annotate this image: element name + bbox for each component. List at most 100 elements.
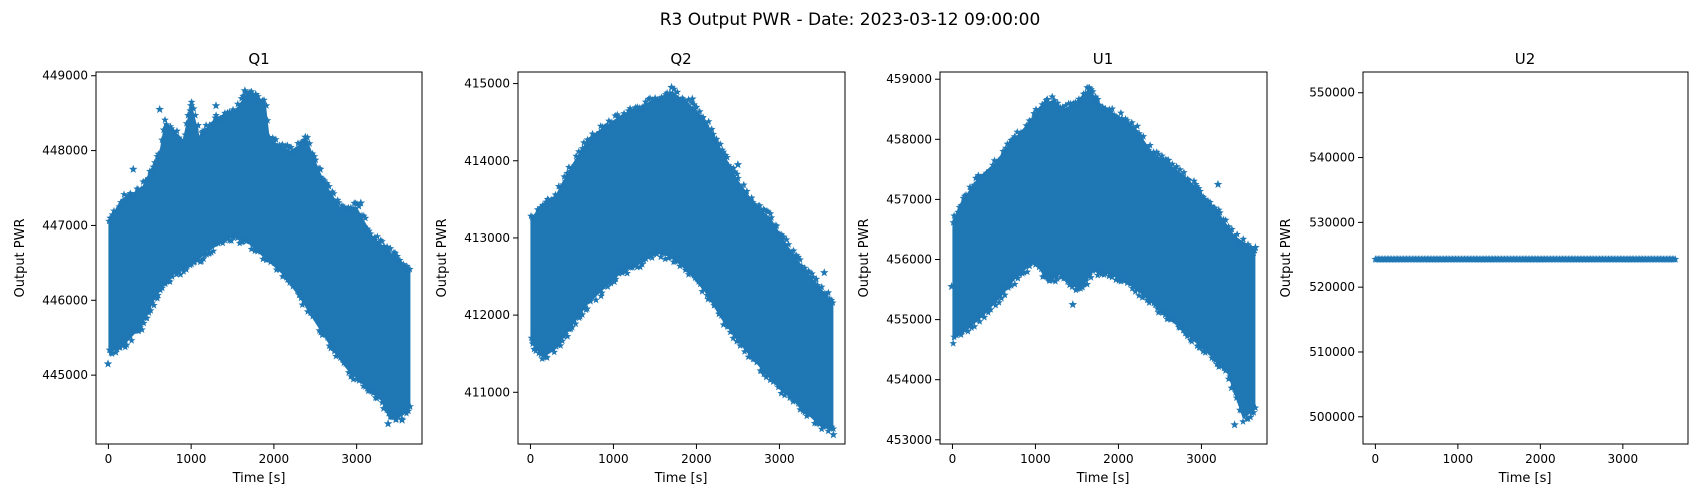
data-point (968, 317, 977, 325)
data-point (199, 254, 208, 263)
data-point (600, 124, 608, 132)
data-point (974, 314, 982, 322)
data-point (718, 146, 726, 154)
y-tick-label: 453000 (886, 433, 932, 447)
data-point (726, 328, 735, 336)
data-point (952, 213, 960, 221)
data-point (406, 265, 414, 273)
data-point (611, 111, 619, 119)
data-point (302, 137, 311, 146)
data-point (540, 203, 549, 212)
data-point (963, 192, 972, 200)
data-point (333, 196, 342, 204)
data-point (1208, 353, 1216, 362)
data-point (1106, 270, 1115, 278)
data-point (334, 351, 343, 359)
data-point (810, 278, 819, 286)
x-tick-label: 3000 (1608, 452, 1639, 466)
data-point (609, 121, 618, 129)
data-point (735, 183, 744, 191)
data-point (775, 379, 784, 388)
data-point (274, 260, 282, 269)
figure-title: R3 Output PWR - Date: 2023-03-12 09:00:0… (660, 10, 1041, 30)
data-point (727, 325, 736, 333)
data-point (1010, 132, 1019, 140)
data-point (1135, 291, 1143, 299)
data-point (628, 111, 637, 119)
data-point (692, 103, 701, 111)
data-point (736, 341, 744, 349)
data-point (556, 341, 565, 349)
data-point (762, 373, 770, 381)
data-point (1129, 123, 1138, 131)
data-point (1016, 270, 1024, 278)
data-point (334, 346, 342, 354)
data-point (1153, 304, 1162, 312)
y-tick-label: 457000 (886, 192, 932, 206)
data-point (373, 232, 382, 240)
axis-ticks: 0 1000 2000 3000 500000 510000 520000 530000 540… (1309, 86, 1638, 466)
data-point (615, 112, 623, 121)
data-point (657, 253, 665, 261)
data-point (173, 127, 181, 135)
data-point (631, 261, 640, 270)
data-point (815, 286, 824, 295)
data-point (244, 93, 253, 101)
data-point (819, 422, 827, 430)
x-tick-label: 3000 (1186, 452, 1217, 466)
data-point (158, 135, 166, 144)
data-point (962, 325, 970, 333)
y-tick-label: 411000 (464, 385, 510, 399)
data-point (201, 126, 209, 134)
data-point (679, 259, 688, 267)
data-point (337, 206, 345, 214)
data-point (633, 263, 641, 271)
data-point (790, 392, 799, 400)
data-point (113, 207, 122, 215)
data-point (829, 298, 837, 306)
data-point (601, 281, 610, 289)
data-point (1201, 195, 1209, 203)
data-point (965, 322, 974, 330)
x-tick-label: 2000 (1525, 452, 1556, 466)
data-point (652, 247, 660, 255)
data-point (613, 110, 622, 118)
data-point (984, 308, 992, 316)
data-point (232, 107, 240, 115)
data-point (568, 323, 576, 331)
data-point (595, 287, 604, 295)
data-point (1178, 172, 1187, 180)
data-point (668, 89, 677, 97)
data-point (308, 149, 317, 158)
data-point (987, 167, 996, 175)
data-point (686, 104, 694, 112)
data-point (1671, 255, 1680, 263)
plot-frame (517, 71, 846, 445)
data-point (294, 139, 302, 147)
data-point (805, 268, 814, 276)
data-point (1128, 284, 1137, 292)
data-point (260, 96, 268, 104)
data-point (624, 260, 633, 268)
data-point (715, 309, 724, 317)
data-point (1156, 154, 1165, 163)
data-point (779, 232, 788, 241)
data-point (702, 121, 711, 129)
data-point (527, 212, 535, 220)
data-point (962, 190, 970, 199)
data-point (826, 295, 834, 303)
data-point (1152, 148, 1161, 156)
data-point (698, 287, 706, 295)
data-point (623, 269, 631, 277)
data-point (108, 210, 117, 218)
data-point (357, 375, 365, 383)
data-point (659, 96, 668, 104)
x-axis-label: Time [s] (1498, 471, 1552, 486)
data-point (701, 283, 710, 291)
data-point (218, 239, 227, 247)
data-point (1188, 183, 1196, 191)
data-point (315, 326, 324, 334)
data-point (1060, 105, 1068, 113)
data-point (336, 353, 345, 362)
scatter-markers (947, 83, 1260, 429)
